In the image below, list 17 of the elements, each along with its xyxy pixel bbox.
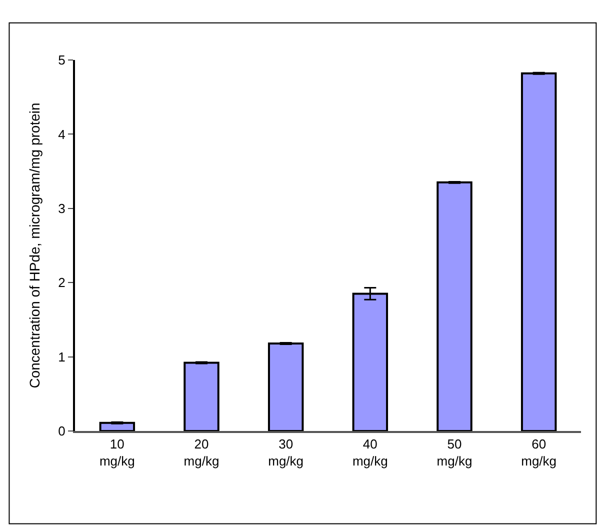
bar <box>520 72 557 431</box>
y-tick-label: 3 <box>58 200 66 216</box>
x-tick-label: 10 mg/kg <box>99 436 135 468</box>
x-tick-label: 30 mg/kg <box>268 436 304 468</box>
bar <box>268 342 304 431</box>
y-tick-label: 4 <box>58 126 66 142</box>
y-tick-label: 5 <box>58 52 66 68</box>
x-tick-label: 60 mg/kg <box>521 436 557 468</box>
y-tick-label: 1 <box>58 349 66 364</box>
y-tick-label: 0 <box>58 424 66 439</box>
x-tick-label: 20 mg/kg <box>184 436 220 468</box>
bar <box>184 362 220 431</box>
bar <box>436 181 472 431</box>
x-tick-label: 40 mg/kg <box>352 436 388 468</box>
x-tick-label: 50 mg/kg <box>436 436 472 468</box>
y-axis-title: Concentration of HPde, microgram/mg protein <box>26 102 42 388</box>
y-tick-label: 2 <box>58 275 66 290</box>
